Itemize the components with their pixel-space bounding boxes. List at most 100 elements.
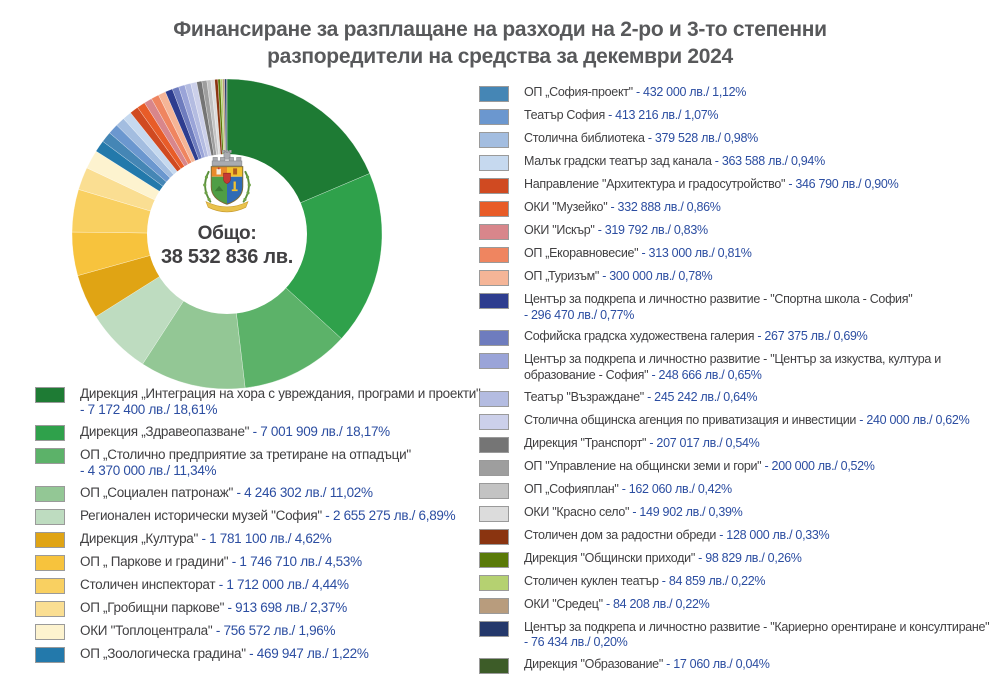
legend-swatch bbox=[479, 528, 509, 545]
legend-item-6: Дирекция „Култура" - 1 781 100 лв./ 4,62… bbox=[35, 531, 482, 548]
legend-swatch bbox=[35, 508, 65, 525]
legend-label: Столична общинска агенция по приватизаци… bbox=[524, 412, 970, 427]
legend-label: Столичен дом за радостни обреди - 128 00… bbox=[524, 527, 830, 542]
legend-item-29: ОКИ "Красно село" - 149 902 лв./ 0,39% bbox=[479, 505, 997, 522]
legend-swatch bbox=[479, 201, 509, 217]
legend-label: Дирекция "Общински приходи" - 98 829 лв.… bbox=[524, 550, 802, 565]
legend-label: Регионален исторически музей "София" - 2… bbox=[80, 507, 456, 523]
legend-label: ОП „Софияплан" - 162 060 лв./ 0,42% bbox=[524, 481, 732, 496]
legend-item-12: ОП „София-проект" - 432 000 лв./ 1,12% bbox=[479, 85, 997, 102]
legend-item-17: ОКИ "Музейко" - 332 888 лв./ 0,86% bbox=[479, 200, 997, 217]
donut-chart bbox=[71, 78, 383, 390]
legend-item-28: ОП „Софияплан" - 162 060 лв./ 0,42% bbox=[479, 482, 997, 499]
legend-swatch bbox=[35, 646, 65, 663]
legend-item-30: Столичен дом за радостни обреди - 128 00… bbox=[479, 528, 997, 545]
legend-label: Дирекция "Образование" - 17 060 лв./ 0,0… bbox=[524, 656, 770, 671]
legend-left-column: Дирекция „Интеграция на хора с увреждани… bbox=[35, 386, 482, 663]
legend-label: Дирекция "Транспорт" - 207 017 лв./ 0,54… bbox=[524, 435, 760, 450]
legend-label: ОП "Управление на общински земи и гори" … bbox=[524, 458, 875, 473]
legend-label: Театър София - 413 216 лв./ 1,07% bbox=[524, 108, 719, 122]
legend-label: Дирекция „Здравеопазване" - 7 001 909 лв… bbox=[80, 423, 390, 439]
legend-swatch bbox=[479, 459, 509, 476]
legend-item-11: ОП „Зоологическа градина" - 469 947 лв./… bbox=[35, 646, 482, 663]
legend-swatch bbox=[479, 270, 509, 286]
legend-item-2: Дирекция „Здравеопазване" - 7 001 909 лв… bbox=[35, 424, 482, 441]
legend-label: ОП „Зоологическа градина" - 469 947 лв./… bbox=[80, 645, 369, 661]
legend-item-7: ОП „ Паркове и градини" - 1 746 710 лв./… bbox=[35, 554, 482, 571]
legend-label: Направление "Архитектура и градосутройст… bbox=[524, 177, 899, 191]
legend-swatch bbox=[479, 132, 509, 148]
legend-label: ОП „ Паркове и градини" - 1 746 710 лв./… bbox=[80, 553, 362, 569]
legend-label: Дирекция „Интеграция на хора с увреждани… bbox=[80, 386, 481, 417]
legend-swatch bbox=[479, 353, 509, 370]
donut-hole bbox=[147, 154, 307, 314]
legend-swatch bbox=[479, 620, 509, 637]
legend-swatch bbox=[479, 436, 509, 453]
legend-label: ОП „Екоравновесие" - 313 000 лв./ 0,81% bbox=[524, 246, 752, 260]
legend-item-13: Театър София - 413 216 лв./ 1,07% bbox=[479, 108, 997, 125]
legend-label: ОКИ "Красно село" - 149 902 лв./ 0,39% bbox=[524, 504, 743, 519]
legend-swatch bbox=[479, 390, 509, 407]
legend-swatch bbox=[479, 574, 509, 591]
legend-label: ОКИ "Средец" - 84 208 лв./ 0,22% bbox=[524, 596, 710, 611]
legend-item-35: Дирекция "Образование" - 17 060 лв./ 0,0… bbox=[479, 657, 997, 674]
legend-item-33: ОКИ "Средец" - 84 208 лв./ 0,22% bbox=[479, 597, 997, 614]
legend-item-3: ОП „Столично предприятие за третиране на… bbox=[35, 447, 482, 479]
legend-right-column: ОП „София-проект" - 432 000 лв./ 1,12% Те… bbox=[479, 85, 997, 674]
legend-swatch bbox=[479, 155, 509, 171]
legend-item-9: ОП „Гробищни паркове" - 913 698 лв./ 2,3… bbox=[35, 600, 482, 617]
legend-item-22: Софийска градска художествена галерия - … bbox=[479, 329, 997, 347]
legend-swatch bbox=[479, 247, 509, 263]
legend-label: Столична библиотека - 379 528 лв./ 0,98% bbox=[524, 131, 758, 145]
legend-swatch bbox=[35, 577, 65, 594]
legend-item-18: ОКИ "Искър" - 319 792 лв./ 0,83% bbox=[479, 223, 997, 240]
legend-item-34: Център за подкрепа и личностно развитие … bbox=[479, 620, 997, 651]
legend-label: ОП „Столично предприятие за третиране на… bbox=[80, 446, 411, 478]
legend-swatch bbox=[35, 554, 65, 571]
legend-swatch bbox=[35, 424, 65, 441]
legend-item-24: Театър "Възраждане" - 245 242 лв./ 0,64% bbox=[479, 390, 997, 407]
legend-swatch bbox=[35, 600, 65, 617]
legend-label: Дирекция „Култура" - 1 781 100 лв./ 4,62… bbox=[80, 530, 332, 546]
legend-label: Софийска градска художествена галерия - … bbox=[524, 329, 868, 344]
legend-label: ОП „Социален патронаж" - 4 246 302 лв./ … bbox=[80, 484, 373, 500]
legend-label: ОКИ "Музейко" - 332 888 лв./ 0,86% bbox=[524, 200, 721, 214]
legend-item-32: Столичен куклен театър - 84 859 лв./ 0,2… bbox=[479, 574, 997, 591]
legend-swatch bbox=[479, 551, 509, 568]
legend-item-23: Център за подкрепа и личностно развитие … bbox=[479, 352, 997, 383]
legend-item-26: Дирекция "Транспорт" - 207 017 лв./ 0,54… bbox=[479, 436, 997, 453]
legend-item-14: Столична библиотека - 379 528 лв./ 0,98% bbox=[479, 131, 997, 148]
legend-item-21: Център за подкрепа и личностно развитие … bbox=[479, 292, 997, 323]
title-line-1: Финансиране за разплащане на разходи на … bbox=[173, 18, 827, 41]
legend-item-25: Столична общинска агенция по приватизаци… bbox=[479, 413, 997, 430]
legend-swatch bbox=[479, 597, 509, 614]
legend-swatch bbox=[479, 293, 509, 309]
legend-swatch bbox=[479, 178, 509, 194]
legend-label: Столичен инспекторат - 1 712 000 лв./ 4,… bbox=[80, 576, 349, 592]
title-line-2: разпоредители на средства за декември 20… bbox=[267, 45, 733, 69]
legend-label: ОП „София-проект" - 432 000 лв./ 1,12% bbox=[524, 85, 747, 99]
legend-label: Център за подкрепа и личностно развитие … bbox=[524, 292, 913, 322]
legend-item-15: Малък градски театър зад канала - 363 58… bbox=[479, 154, 997, 171]
legend-swatch bbox=[479, 505, 509, 522]
legend-swatch bbox=[479, 413, 509, 430]
legend-label: Малък градски театър зад канала - 363 58… bbox=[524, 154, 825, 168]
legend-label: ОП „Гробищни паркове" - 913 698 лв./ 2,3… bbox=[80, 599, 347, 615]
legend-label: ОКИ "Искър" - 319 792 лв./ 0,83% bbox=[524, 223, 708, 237]
legend-swatch bbox=[35, 485, 65, 502]
legend-item-19: ОП „Екоравновесие" - 313 000 лв./ 0,81% bbox=[479, 246, 997, 263]
legend-swatch bbox=[35, 447, 65, 464]
legend-swatch bbox=[35, 531, 65, 548]
legend-swatch bbox=[479, 482, 509, 499]
legend-swatch bbox=[479, 109, 509, 125]
page-title: Финансиране за разплащане на разходи на … bbox=[0, 16, 1000, 71]
pie-slice-2 bbox=[226, 173, 383, 339]
legend-swatch bbox=[35, 623, 65, 640]
legend-item-16: Направление "Архитектура и градосутройст… bbox=[479, 177, 997, 194]
legend-item-20: ОП „Туризъм" - 300 000 лв./ 0,78% bbox=[479, 269, 997, 286]
legend-item-10: ОКИ "Топлоцентрала" - 756 572 лв./ 1,96% bbox=[35, 623, 482, 640]
legend-swatch bbox=[479, 86, 509, 102]
legend-swatch bbox=[35, 387, 65, 403]
legend-swatch bbox=[479, 657, 509, 674]
